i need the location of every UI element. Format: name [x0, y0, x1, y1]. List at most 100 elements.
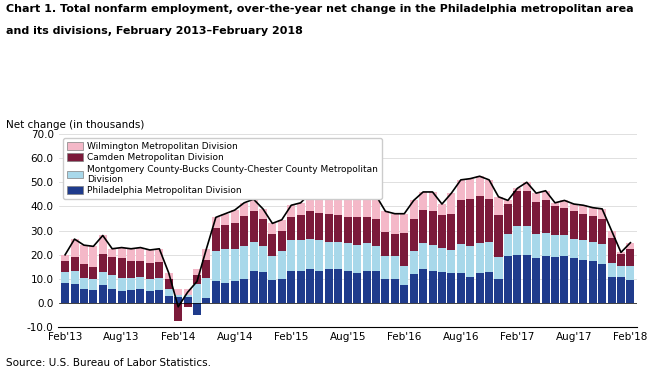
Bar: [579, 214, 588, 240]
Bar: [532, 234, 540, 259]
Bar: [504, 256, 512, 303]
Bar: [541, 233, 550, 256]
Bar: [372, 270, 380, 303]
Bar: [278, 251, 286, 279]
Bar: [579, 205, 588, 214]
Bar: [99, 254, 107, 272]
Bar: [560, 201, 569, 208]
Bar: [466, 277, 474, 303]
Bar: [212, 228, 220, 251]
Bar: [523, 191, 531, 226]
Bar: [221, 225, 229, 249]
Bar: [541, 256, 550, 303]
Bar: [400, 285, 408, 303]
Bar: [438, 204, 446, 215]
Bar: [617, 266, 625, 277]
Text: Source: U.S. Bureau of Labor Statistics.: Source: U.S. Bureau of Labor Statistics.: [6, 358, 211, 368]
Bar: [363, 243, 370, 270]
Bar: [183, 289, 192, 295]
Bar: [193, 284, 201, 303]
Bar: [212, 251, 220, 281]
Bar: [334, 193, 343, 215]
Legend: Wilmington Metropolitan Division, Camden Metropolitan Division, Montgomery Count: Wilmington Metropolitan Division, Camden…: [63, 138, 382, 199]
Bar: [278, 231, 286, 251]
Bar: [485, 199, 493, 241]
Bar: [495, 257, 502, 279]
Bar: [108, 257, 116, 275]
Bar: [532, 193, 540, 202]
Bar: [278, 279, 286, 303]
Bar: [363, 270, 370, 303]
Bar: [570, 204, 578, 211]
Bar: [353, 273, 361, 303]
Bar: [353, 245, 361, 273]
Bar: [485, 180, 493, 199]
Bar: [155, 278, 163, 290]
Bar: [118, 248, 125, 259]
Bar: [118, 278, 125, 291]
Bar: [400, 266, 408, 285]
Bar: [118, 259, 125, 278]
Bar: [70, 239, 79, 257]
Bar: [617, 277, 625, 303]
Bar: [183, 297, 192, 303]
Bar: [268, 256, 276, 280]
Bar: [315, 270, 324, 303]
Bar: [61, 272, 69, 283]
Bar: [80, 289, 88, 303]
Bar: [476, 273, 484, 303]
Bar: [344, 196, 352, 217]
Bar: [146, 291, 154, 303]
Bar: [570, 259, 578, 303]
Bar: [240, 246, 248, 279]
Bar: [231, 210, 239, 223]
Bar: [127, 278, 135, 290]
Bar: [240, 216, 248, 246]
Bar: [598, 244, 606, 264]
Bar: [202, 249, 211, 260]
Bar: [306, 211, 314, 239]
Bar: [438, 272, 446, 303]
Bar: [419, 210, 427, 243]
Bar: [259, 272, 267, 303]
Bar: [80, 278, 88, 289]
Bar: [146, 263, 154, 279]
Bar: [532, 202, 540, 234]
Bar: [447, 193, 456, 214]
Bar: [372, 196, 380, 219]
Bar: [70, 284, 79, 303]
Bar: [382, 256, 389, 279]
Bar: [391, 214, 399, 234]
Bar: [287, 205, 295, 217]
Bar: [514, 188, 521, 191]
Bar: [315, 192, 324, 212]
Bar: [410, 201, 418, 219]
Bar: [617, 252, 625, 254]
Bar: [325, 241, 333, 269]
Bar: [419, 243, 427, 269]
Bar: [532, 259, 540, 303]
Bar: [164, 279, 173, 289]
Bar: [382, 279, 389, 303]
Bar: [457, 180, 465, 201]
Bar: [514, 255, 521, 303]
Bar: [136, 248, 144, 261]
Bar: [410, 219, 418, 251]
Bar: [579, 240, 588, 260]
Bar: [164, 273, 173, 279]
Bar: [183, 303, 192, 307]
Bar: [589, 216, 597, 241]
Bar: [627, 249, 634, 266]
Bar: [353, 217, 361, 245]
Bar: [419, 192, 427, 210]
Bar: [306, 193, 314, 211]
Bar: [579, 260, 588, 303]
Bar: [193, 275, 201, 284]
Bar: [495, 215, 502, 257]
Bar: [457, 201, 465, 244]
Bar: [476, 243, 484, 273]
Bar: [551, 203, 559, 206]
Bar: [250, 270, 257, 303]
Bar: [523, 182, 531, 191]
Bar: [608, 263, 616, 277]
